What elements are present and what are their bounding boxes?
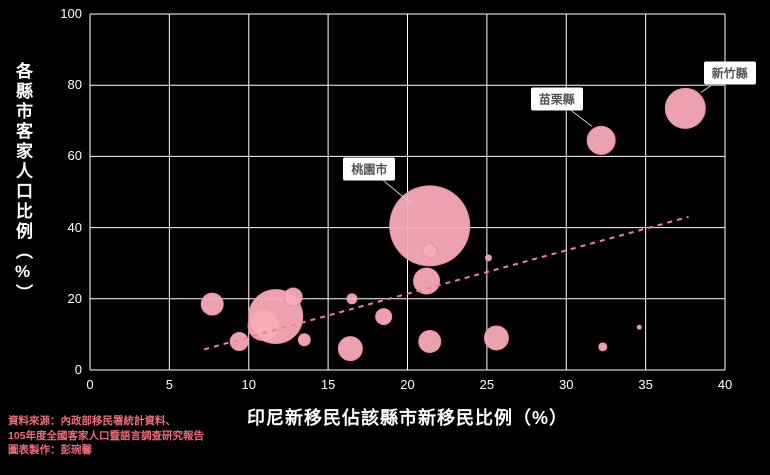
- bubble: [297, 333, 311, 347]
- bubble: [413, 267, 441, 295]
- bubble: [389, 185, 471, 267]
- x-axis-title: 印尼新移民佔該縣市新移民比例（%）: [246, 408, 568, 428]
- bubble: [484, 254, 492, 262]
- y-tick-label: 80: [67, 77, 82, 93]
- plot-area: [89, 13, 731, 371]
- bubble: [598, 342, 608, 352]
- bubble: [422, 243, 438, 259]
- x-tick-label: 25: [479, 377, 495, 392]
- x-tick-label: 30: [559, 377, 574, 392]
- y-tick-label: 20: [67, 290, 82, 306]
- x-tick-label: 15: [320, 377, 336, 392]
- bubble: [636, 324, 642, 330]
- bubble: [664, 87, 706, 129]
- annotation-label: 桃園市: [343, 157, 396, 181]
- x-tick-label: 5: [165, 377, 173, 392]
- x-tick-label: 40: [717, 377, 733, 392]
- annotation-label: 新竹縣: [703, 61, 756, 85]
- y-tick-label: 40: [67, 219, 82, 235]
- y-tick-label: 0: [74, 362, 82, 377]
- chart-canvas: [89, 13, 731, 371]
- bubble: [375, 308, 393, 326]
- source-line-1: 資料來源：內政部移民署統計資料、: [8, 415, 176, 427]
- x-tick-label: 10: [241, 377, 256, 392]
- bubble: [483, 325, 509, 351]
- annotation-label: 苗栗縣: [530, 87, 583, 111]
- x-tick-label: 20: [400, 377, 415, 392]
- x-tick-label: 0: [86, 377, 94, 392]
- y-axis-title: 各縣市客家人口比例（%）: [13, 62, 32, 304]
- bubble: [200, 292, 224, 316]
- y-tick-label: 60: [67, 148, 82, 164]
- source-line-2: 105年度全國客家人口暨語言調查研究報告: [8, 429, 205, 442]
- bubble: [346, 293, 358, 305]
- x-tick-label: 35: [638, 377, 653, 392]
- credit-line: 圖表製作：彭琬馨: [8, 444, 92, 457]
- source-note: 資料來源：內政部移民署統計資料、 105年度全國客家人口暨語言調查研究報告 圖表…: [8, 414, 204, 458]
- trend-line: [204, 215, 689, 351]
- bubble: [229, 332, 249, 352]
- bubble: [337, 336, 363, 362]
- bubble: [283, 287, 303, 307]
- bubble: [418, 330, 442, 354]
- y-tick-label: 100: [60, 6, 82, 21]
- bubble: [586, 125, 616, 155]
